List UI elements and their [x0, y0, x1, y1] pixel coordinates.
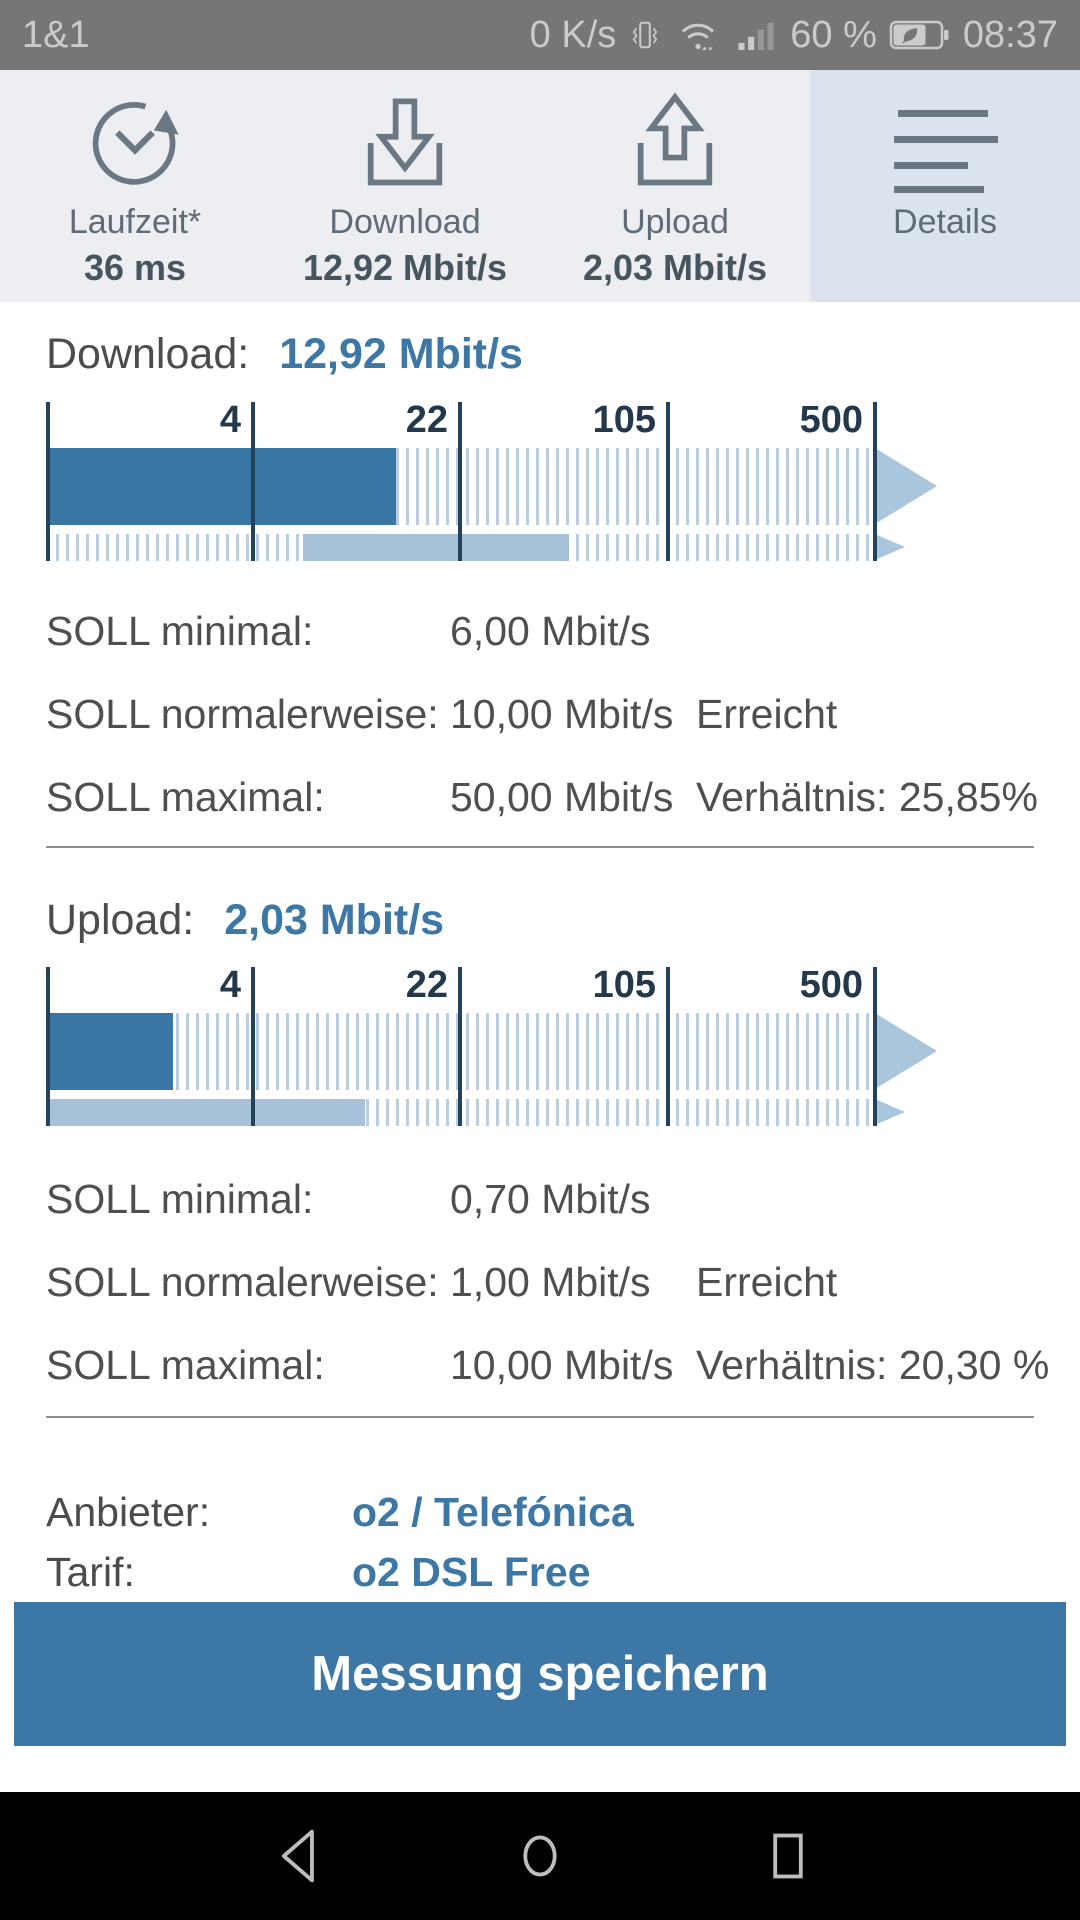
download-heading-label: Download:: [46, 330, 250, 378]
upload-icon: [623, 84, 727, 202]
back-icon[interactable]: [263, 1816, 343, 1896]
runtime-clock-icon: [83, 84, 187, 202]
tab-laufzeit[interactable]: Laufzeit* 36 ms: [0, 70, 270, 302]
gauge-tick-label: 105: [592, 399, 656, 441]
download-gauge: 4 22 105 500: [46, 398, 946, 563]
tariff-label: Tarif:: [46, 1549, 135, 1595]
ratio-label: Verhältnis: 20,30 %: [696, 1342, 1050, 1388]
gauge-arrow-small-icon: [875, 1099, 905, 1125]
measured-bar-fill: [46, 448, 396, 525]
results-toolbar: Laufzeit* 36 ms Download 12,92 Mbit/s Up…: [0, 70, 1080, 302]
measured-bar-fill: [46, 1013, 173, 1090]
gauge-tick-label: 500: [799, 399, 863, 441]
tab-details[interactable]: Details: [810, 70, 1080, 302]
clock-label: 08:37: [962, 13, 1058, 56]
home-icon[interactable]: [500, 1816, 580, 1896]
soll-range-fill: [303, 534, 569, 561]
download-icon: [353, 84, 457, 202]
status-badge: Erreicht: [696, 691, 838, 737]
gauge-tick-label: 4: [219, 399, 241, 441]
soll-maximal-row: SOLL maximal: 10,00 Mbit/s Verhältnis: 2…: [46, 1342, 1050, 1388]
tab-value: 36 ms: [83, 247, 187, 288]
tab-label: Details: [893, 203, 997, 241]
tab-label: Laufzeit*: [68, 203, 202, 241]
gauge-arrow-small-icon: [875, 534, 905, 560]
vibrate-icon: [628, 13, 662, 57]
download-heading: Download: 12,92 Mbit/s: [46, 326, 523, 382]
status-badge: Erreicht: [696, 1259, 838, 1305]
save-measurement-button[interactable]: Messung speichern: [14, 1602, 1066, 1746]
gauge-tick-label: 22: [405, 399, 448, 441]
battery-icon: [889, 18, 951, 52]
section-divider: [46, 846, 1034, 848]
battery-percent-label: 60 %: [790, 13, 877, 56]
download-heading-value: 12,92 Mbit/s: [279, 330, 523, 378]
soll-normal-row: SOLL normalerweise: 10,00 Mbit/s Erreich…: [46, 689, 1046, 739]
section-divider: [46, 1416, 1034, 1418]
gauge-arrow-icon: [875, 1013, 937, 1089]
gauge-tick-label: 500: [799, 964, 863, 1006]
recents-icon[interactable]: [748, 1816, 828, 1896]
upload-heading-label: Upload:: [46, 896, 195, 944]
gauge-tick-label: 22: [405, 964, 448, 1006]
tab-value: 12,92 Mbit/s: [302, 247, 508, 288]
soll-minimal-row: SOLL minimal: 0,70 Mbit/s: [46, 1176, 651, 1222]
upload-heading-value: 2,03 Mbit/s: [224, 896, 445, 944]
tab-upload[interactable]: Upload 2,03 Mbit/s: [540, 70, 810, 302]
provider-label: Anbieter:: [46, 1489, 211, 1535]
network-speed-label: 0 K/s: [529, 13, 617, 56]
tariff-row: Tarif: o2 DSL Free: [46, 1546, 1046, 1598]
soll-range-fill: [46, 1099, 365, 1126]
soll-maximal-row: SOLL maximal: 50,00 Mbit/s Verhältnis: 2…: [46, 772, 1046, 822]
gauge-tick-label: 4: [219, 964, 241, 1006]
tab-label: Download: [329, 203, 481, 241]
tab-value: 2,03 Mbit/s: [582, 247, 768, 288]
gauge-arrow-icon: [875, 448, 937, 524]
android-nav-bar: [0, 1792, 1080, 1920]
status-bar: 1&1 0 K/s: [0, 0, 1080, 70]
tariff-value-link[interactable]: o2 DSL Free: [352, 1549, 591, 1595]
carrier-label: 1&1: [22, 13, 90, 56]
tab-label: Upload: [621, 203, 729, 241]
wifi-icon: [674, 13, 722, 57]
tab-download[interactable]: Download 12,92 Mbit/s: [270, 70, 540, 302]
gauge-tick-label: 105: [592, 964, 656, 1006]
soll-normal-row: SOLL normalerweise: 1,00 Mbit/s Erreicht: [46, 1257, 1046, 1307]
signal-strength-icon: [734, 13, 778, 57]
provider-row: Anbieter: o2 / Telefónica: [46, 1486, 1046, 1538]
upload-gauge: 4 22 105 500: [46, 963, 946, 1128]
upload-heading: Upload: 2,03 Mbit/s: [46, 892, 444, 948]
menu-icon: [890, 84, 1000, 202]
provider-value-link[interactable]: o2 / Telefónica: [352, 1489, 634, 1535]
soll-minimal-row: SOLL minimal: 6,00 Mbit/s: [46, 608, 651, 654]
ratio-label: Verhältnis: 25,85%: [696, 774, 1038, 820]
